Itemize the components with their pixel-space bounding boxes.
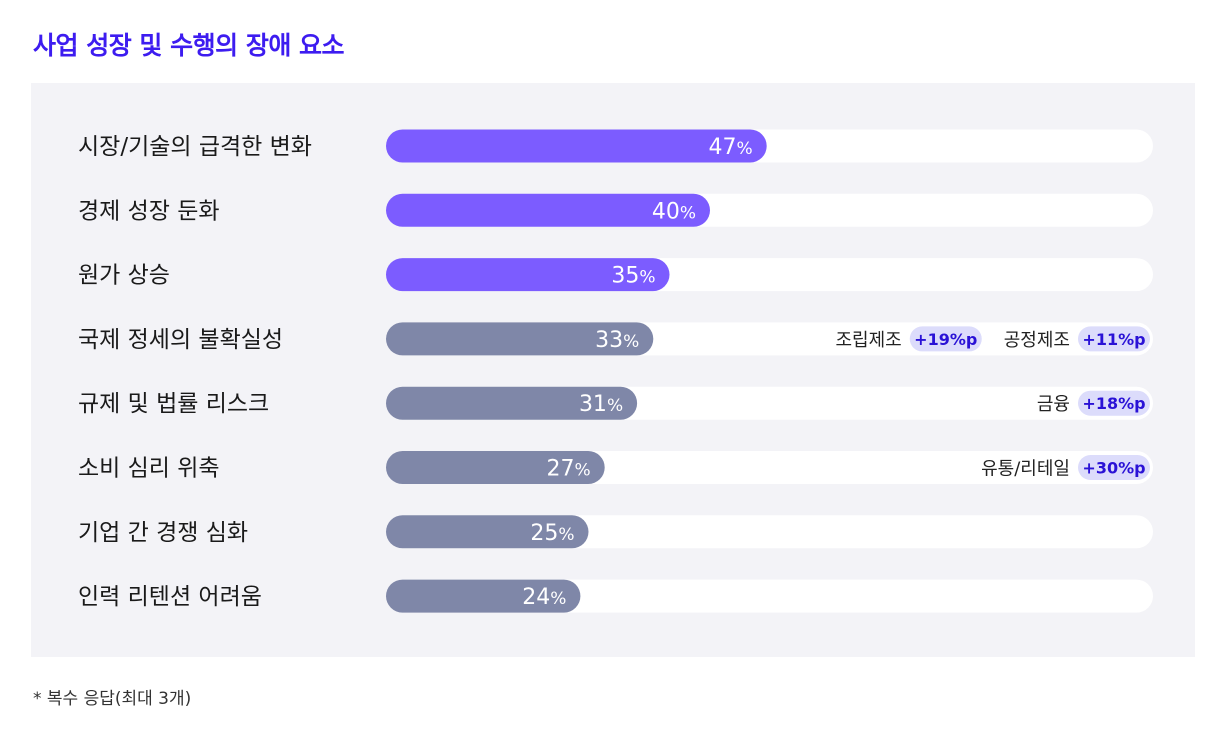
bar	[386, 322, 654, 356]
category-label: 기업 간 경쟁 심화	[78, 520, 248, 546]
annotation-label: 공정제조	[1004, 330, 1070, 351]
data-label: 25%	[530, 521, 574, 546]
bar	[386, 129, 767, 163]
chart-panel: 시장/기술의 급격한 변화 47% 경제 성장 둔화 40% 원가 상승 35% 국제 정세…	[31, 83, 1195, 657]
data-label: 27%	[547, 457, 591, 482]
chart-title: 사업 성장 및 수행의 장애 요소	[33, 31, 345, 60]
bar	[386, 386, 638, 420]
annotation-label: 금융	[1037, 394, 1070, 415]
data-label: 40%	[652, 199, 696, 224]
footnote: * 복수 응답(최대 3개)	[33, 689, 192, 709]
category-label: 소비 심리 위축	[78, 456, 220, 482]
data-label: 35%	[611, 264, 655, 289]
delta-badge	[1078, 390, 1150, 416]
data-label: 24%	[522, 585, 566, 610]
delta-badge-text: +30%p	[1082, 459, 1145, 478]
bar	[386, 258, 670, 292]
category-label: 시장/기술의 급격한 변화	[78, 134, 312, 160]
category-label: 인력 리텐션 어려움	[78, 584, 262, 610]
delta-badge	[909, 326, 982, 352]
bar-chart: 시장/기술의 급격한 변화 47% 경제 성장 둔화 40% 원가 상승 35% 국제 정세…	[78, 129, 1153, 613]
annotation-label: 유통/리테일	[981, 459, 1070, 480]
bar	[386, 193, 710, 227]
delta-badge-text: +11%p	[1082, 330, 1145, 349]
bar	[386, 515, 589, 549]
category-label: 국제 정세의 불확실성	[78, 327, 283, 353]
delta-badge-text: +19%p	[914, 330, 977, 349]
data-label: 31%	[579, 392, 623, 417]
delta-badge	[1078, 455, 1150, 480]
delta-badge-text: +18%p	[1082, 394, 1145, 413]
bar	[386, 451, 605, 484]
annotation-label: 조립제조	[836, 330, 902, 351]
delta-badge	[1078, 326, 1150, 352]
data-label: 47%	[709, 135, 753, 160]
category-label: 원가 상승	[78, 263, 170, 289]
category-label: 경제 성장 둔화	[78, 198, 220, 224]
bar	[386, 579, 581, 613]
data-label: 33%	[595, 328, 639, 353]
category-label: 규제 및 법률 리스크	[78, 391, 269, 417]
